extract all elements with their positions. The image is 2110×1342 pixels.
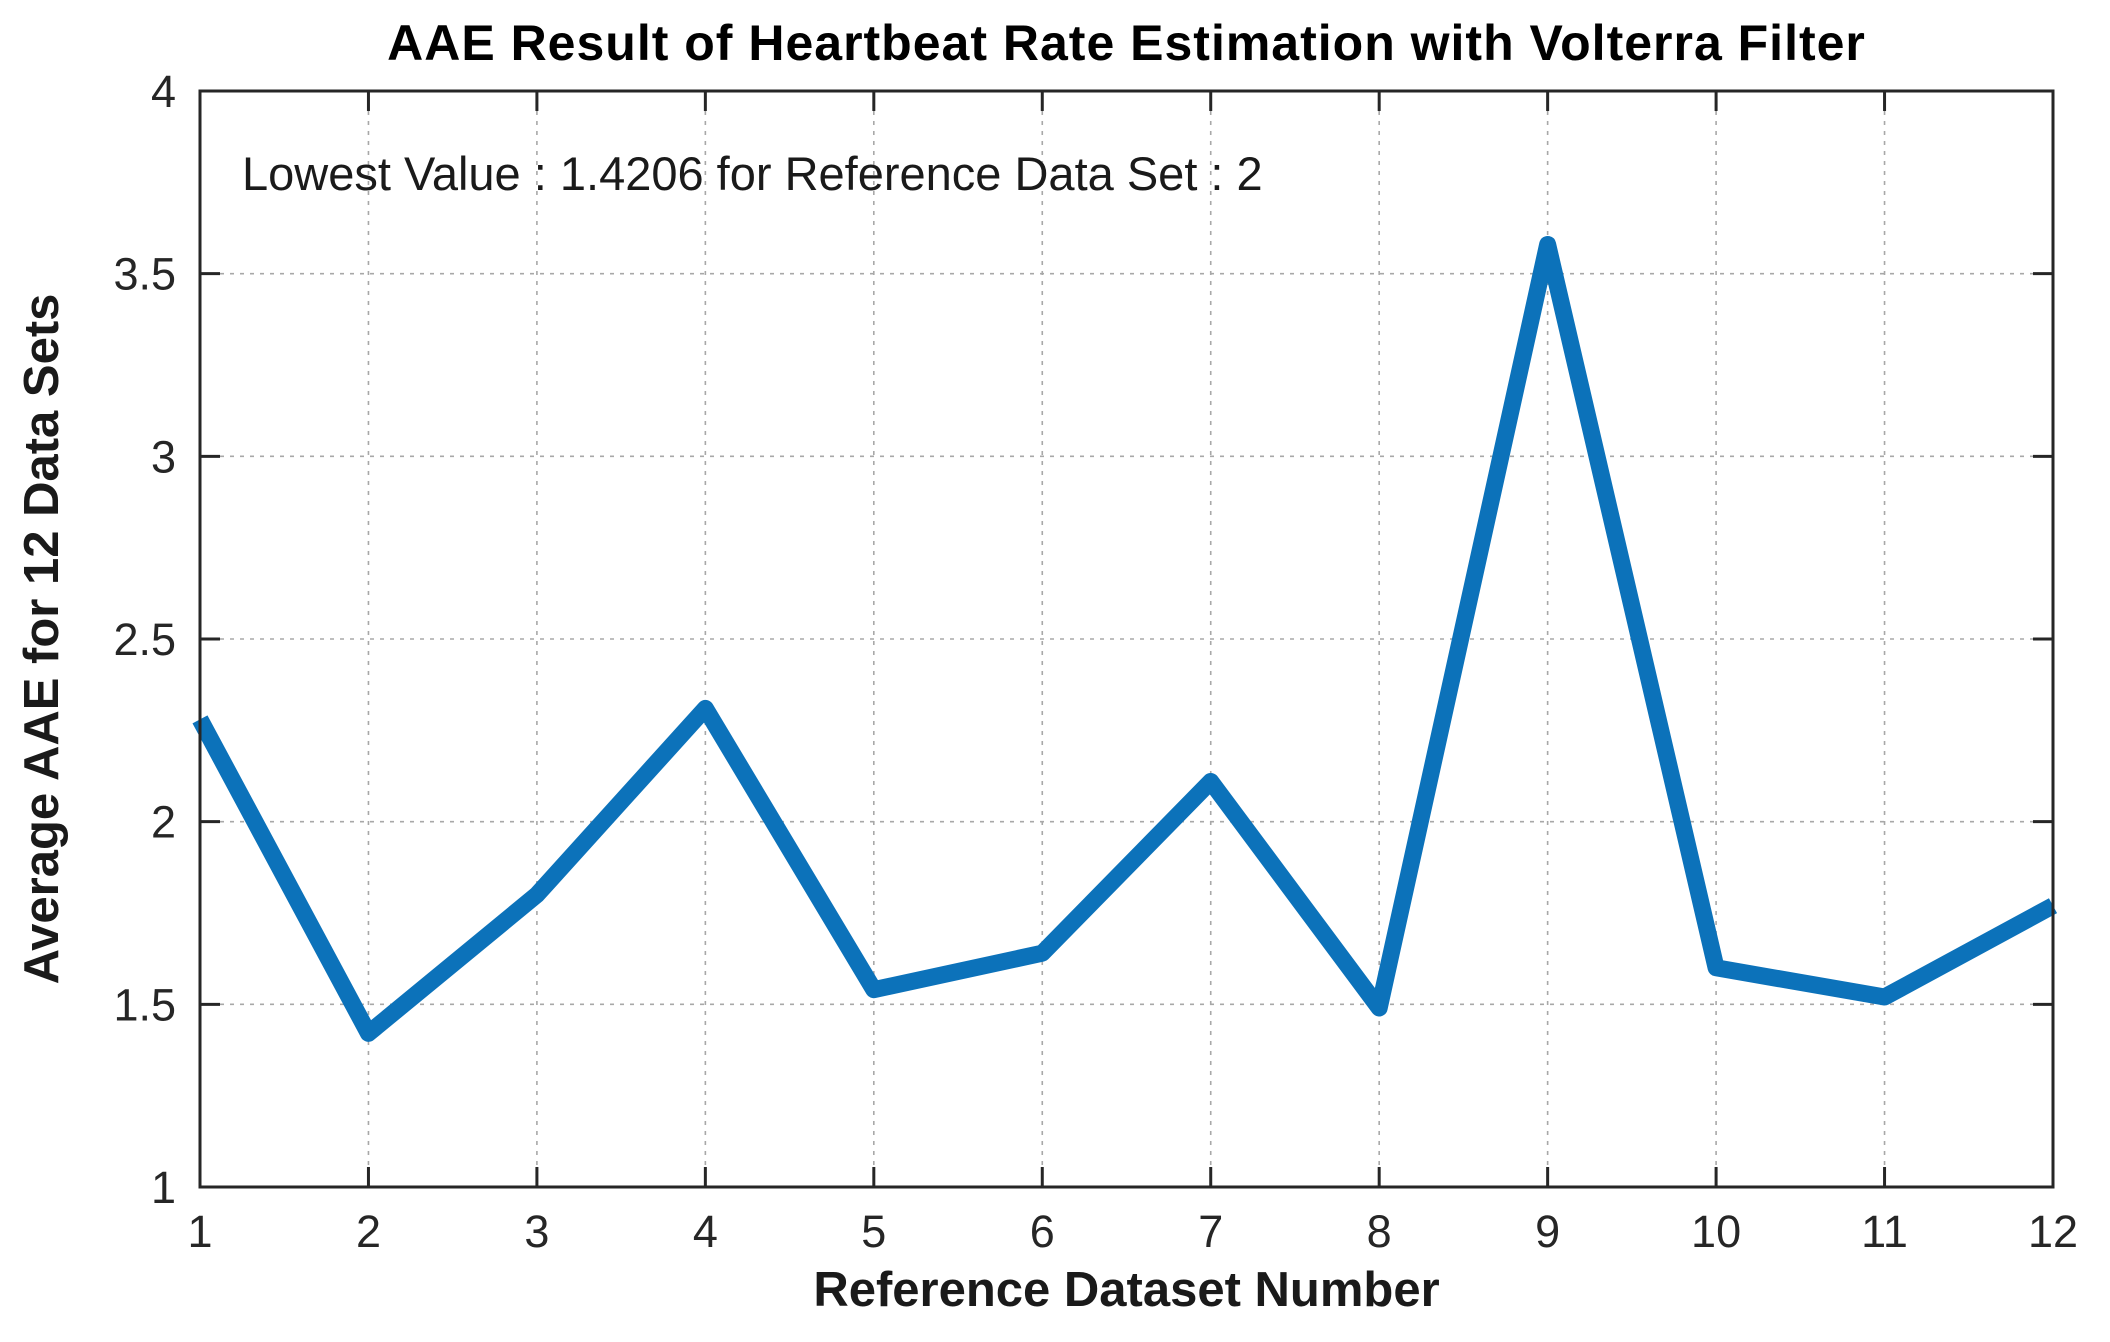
- x-tick-label: 6: [1030, 1206, 1055, 1257]
- x-tick-label: 5: [861, 1206, 886, 1257]
- y-tick-label: 3.5: [113, 249, 176, 300]
- lowest-value-annotation: Lowest Value : 1.4206 for Reference Data…: [242, 147, 1263, 200]
- x-tick-label: 9: [1535, 1206, 1560, 1257]
- x-tick-label: 1: [187, 1206, 212, 1257]
- x-tick-label: 3: [524, 1206, 549, 1257]
- x-tick-label: 8: [1367, 1206, 1392, 1257]
- y-tick-label: 4: [151, 66, 176, 117]
- x-tick-label: 11: [1861, 1206, 1908, 1257]
- y-axis-label: Average AAE for 12 Data Sets: [15, 293, 69, 985]
- x-tick-label: 4: [693, 1206, 718, 1257]
- x-tick-label: 12: [2028, 1206, 2078, 1257]
- y-tick-label: 2: [151, 797, 176, 848]
- y-tick-label: 1: [151, 1162, 176, 1213]
- chart-title: AAE Result of Heartbeat Rate Estimation …: [387, 15, 1866, 71]
- x-tick-label: 7: [1198, 1206, 1223, 1257]
- plot-border: [198, 89, 2055, 1189]
- y-tick-label: 1.5: [113, 979, 176, 1030]
- data-line-series: [192, 235, 2058, 1042]
- x-axis-label: Reference Dataset Number: [813, 1263, 1440, 1317]
- x-tick-label: 2: [356, 1206, 381, 1257]
- y-tick-label: 3: [151, 431, 176, 482]
- x-tick-label: 10: [1691, 1206, 1741, 1257]
- y-tick-label: 2.5: [113, 614, 176, 665]
